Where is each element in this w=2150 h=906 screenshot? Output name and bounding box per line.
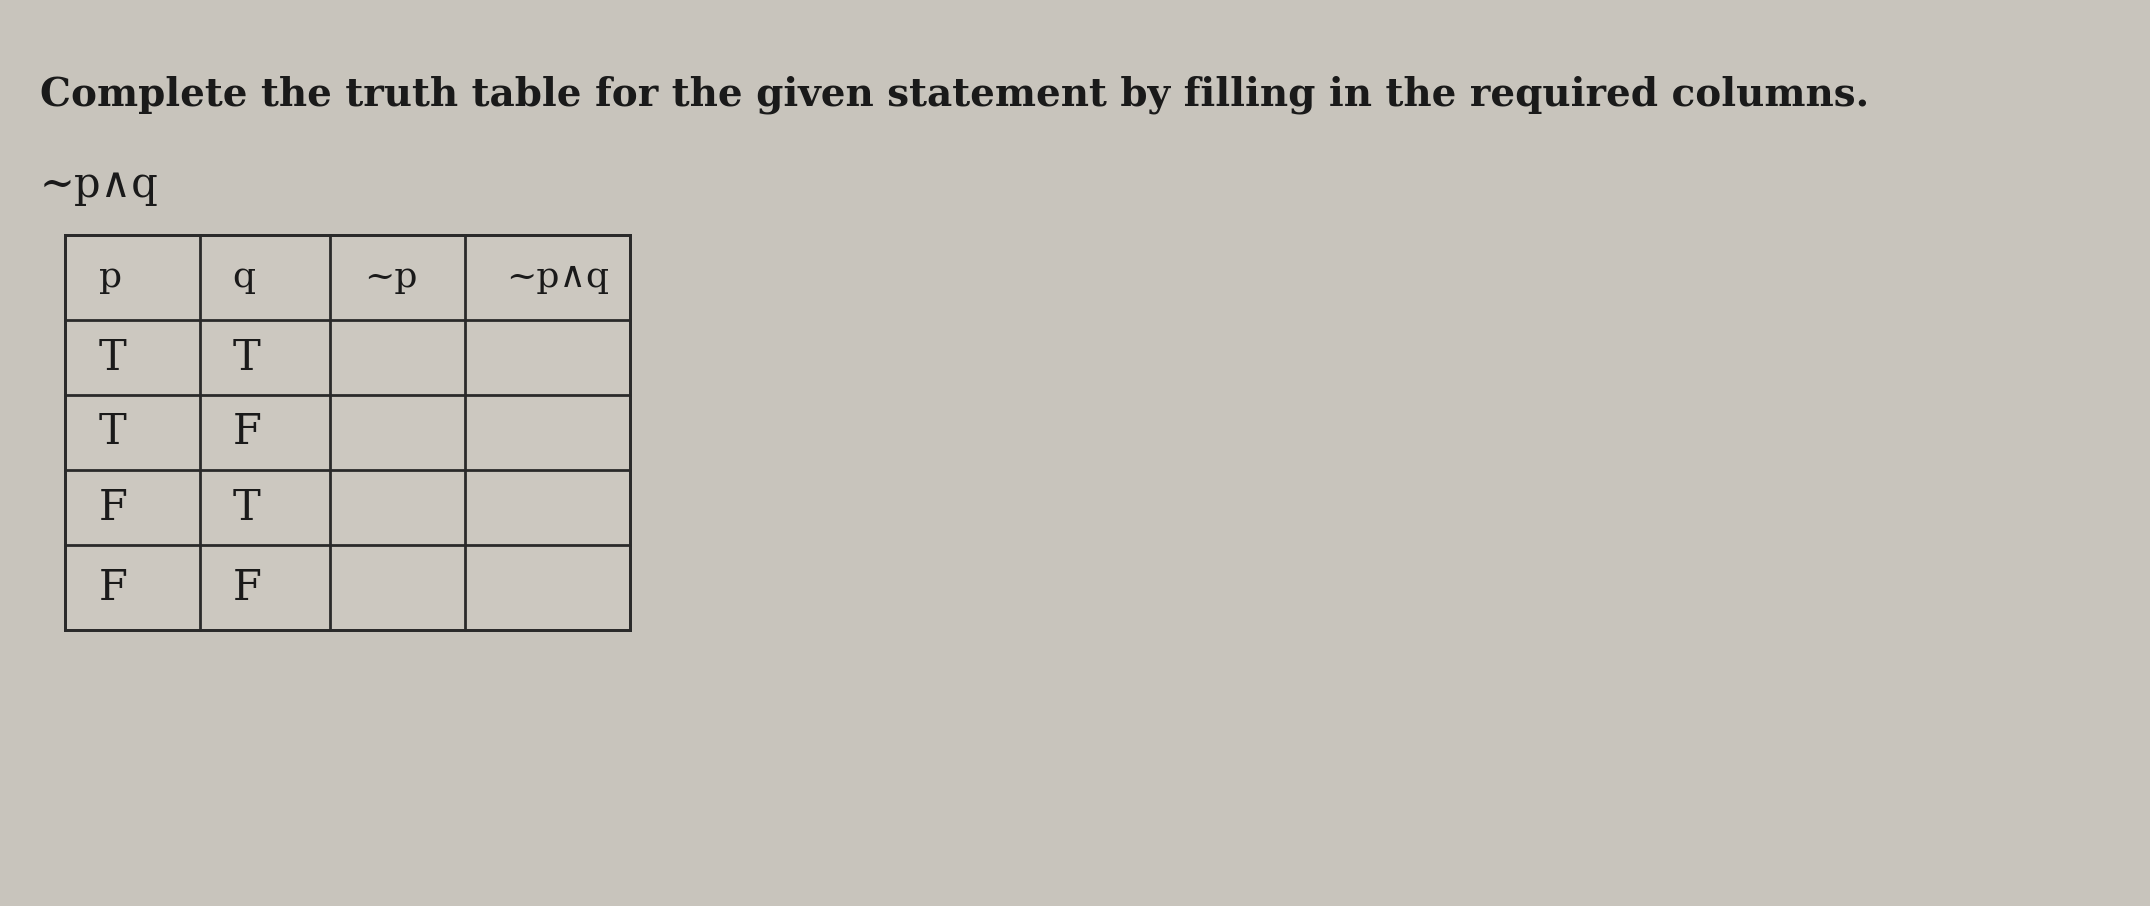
Bar [64,235,630,630]
Text: F: F [232,566,262,609]
Text: T: T [99,336,127,379]
Text: T: T [99,411,127,454]
Text: T: T [232,487,260,528]
Text: Complete the truth table for the given statement by filling in the required colu: Complete the truth table for the given s… [41,76,1868,114]
Text: F: F [99,566,127,609]
Text: ~p: ~p [363,261,417,294]
Text: F: F [99,487,127,528]
Text: p: p [99,261,123,294]
Text: F: F [232,411,262,454]
Text: ~p∧q: ~p∧q [41,164,159,206]
Text: q: q [232,261,256,294]
Text: ~p∧q: ~p∧q [505,261,608,294]
Text: T: T [232,336,260,379]
